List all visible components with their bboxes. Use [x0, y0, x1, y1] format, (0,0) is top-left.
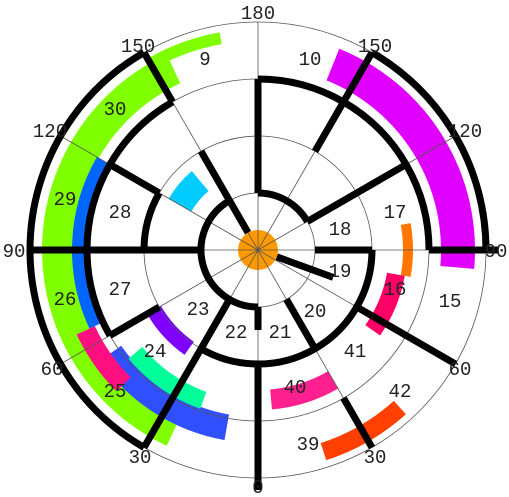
boundary	[403, 162, 433, 251]
angle-label: 90	[485, 241, 508, 263]
region-label: 26	[54, 289, 77, 311]
region-label: 18	[329, 219, 352, 241]
angle-label: 90	[3, 241, 26, 263]
color-patch	[76, 325, 131, 392]
region-label: 27	[109, 279, 132, 301]
region-label: 28	[109, 202, 132, 224]
region-label: 19	[329, 261, 352, 283]
region-label: 25	[104, 381, 127, 403]
region-label: 24	[144, 341, 167, 363]
region-label: 42	[389, 381, 412, 403]
region-label: 15	[439, 291, 462, 313]
boundary	[140, 346, 205, 450]
boundary	[197, 197, 259, 311]
boundary	[106, 98, 175, 167]
boundary	[305, 161, 408, 225]
region-label: 29	[54, 189, 77, 211]
sector-boundaries	[26, 49, 498, 490]
angle-label: 120	[33, 121, 67, 143]
color-patch	[147, 32, 222, 70]
region-label: 30	[104, 99, 127, 121]
color-patch	[365, 272, 405, 336]
angle-label: 0	[252, 477, 263, 497]
color-patch	[128, 346, 207, 409]
boundary	[108, 303, 162, 339]
boundary	[83, 162, 113, 338]
boundary	[140, 50, 176, 104]
region-label: 17	[384, 202, 407, 224]
boundary	[311, 50, 376, 154]
boundary	[354, 303, 458, 368]
boundary	[370, 49, 490, 251]
region-label: 21	[269, 322, 292, 344]
region-label: 41	[344, 341, 367, 363]
boundary	[140, 191, 163, 251]
region-label: 39	[297, 434, 320, 456]
angle-label: 30	[364, 447, 387, 469]
region-label: 23	[187, 299, 210, 321]
boundary	[257, 189, 311, 224]
angle-label: 150	[121, 36, 155, 58]
region-label: 10	[299, 49, 322, 71]
boundary	[275, 253, 335, 281]
angle-label: 120	[448, 121, 482, 143]
color-patch	[326, 48, 475, 269]
angle-label: 60	[41, 359, 64, 381]
boundary	[108, 161, 162, 197]
region-label: 9	[199, 49, 210, 71]
boundary	[26, 49, 146, 451]
angle-label: 30	[129, 447, 152, 469]
angle-label: 180	[241, 3, 275, 25]
color-patch	[269, 371, 338, 410]
color-patch	[99, 345, 230, 441]
color-patch	[72, 157, 111, 329]
boundary	[283, 297, 319, 351]
region-label: 22	[225, 322, 248, 344]
color-patch	[168, 171, 209, 212]
boundary	[197, 297, 233, 351]
labels: 180 150 150 120 120 90 90 60 60 30 30 0 9 10 30 29 28 18 1…	[3, 3, 508, 497]
angle-label: 60	[449, 359, 472, 381]
region-label: 16	[384, 279, 407, 301]
boundary	[340, 396, 376, 450]
region-label: 20	[304, 301, 327, 323]
angle-label: 150	[358, 36, 392, 58]
region-label: 40	[284, 377, 307, 399]
boundary	[197, 149, 252, 235]
